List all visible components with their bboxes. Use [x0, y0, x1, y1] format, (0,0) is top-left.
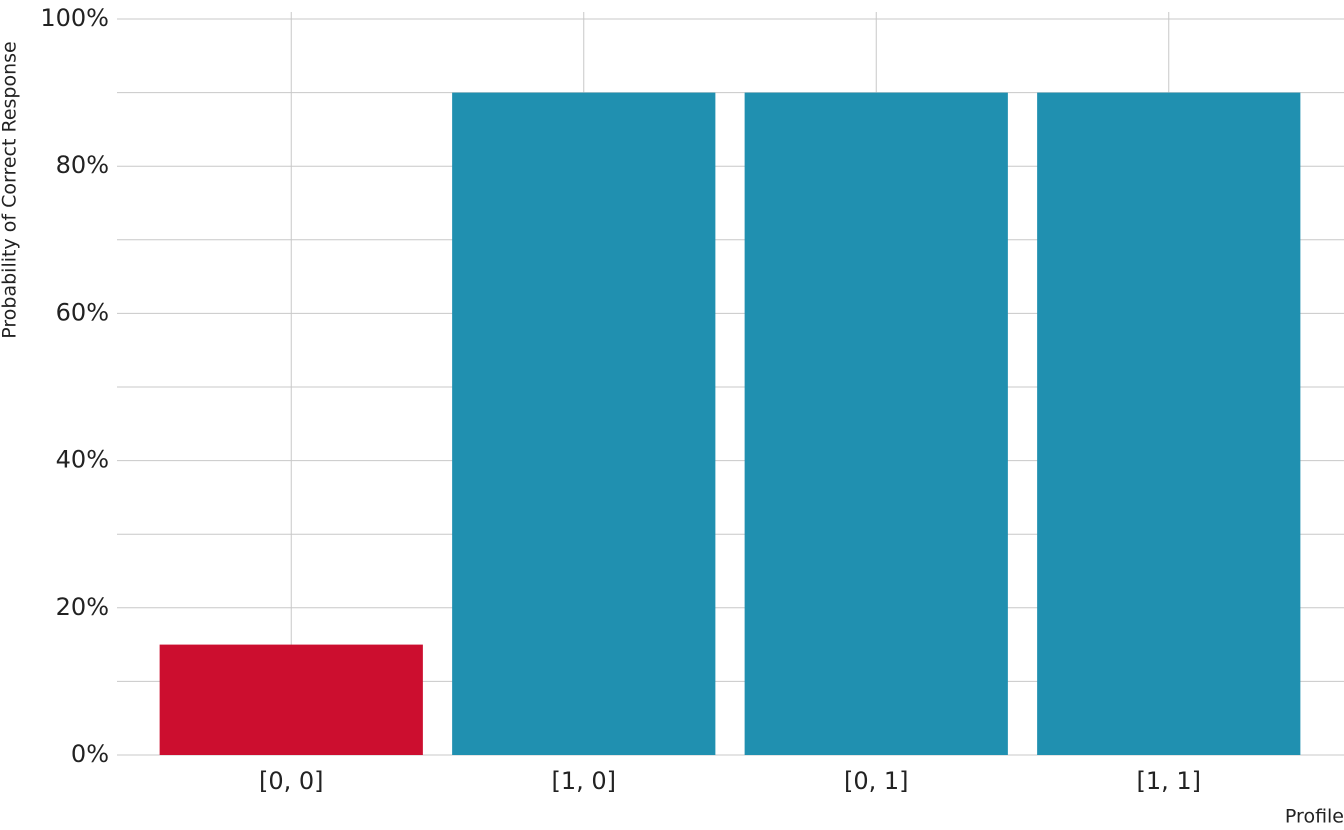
y-tick-label: 60% — [56, 298, 109, 326]
x-tick-label: [1, 0] — [551, 767, 616, 795]
x-tick-label: [1, 1] — [1136, 767, 1201, 795]
x-tick-label: [0, 0] — [259, 767, 324, 795]
x-axis-title: Profile — [1285, 806, 1344, 828]
x-tick-label: [0, 1] — [844, 767, 909, 795]
y-tick-label: 40% — [56, 446, 109, 474]
y-tick-label: 100% — [40, 4, 109, 32]
bar — [744, 92, 1008, 756]
bar — [452, 92, 716, 756]
y-tick-label: 20% — [56, 593, 109, 621]
y-tick-label: 80% — [56, 151, 109, 179]
bar — [1037, 92, 1301, 756]
y-axis-title: Probability of Correct Response — [0, 41, 21, 338]
bar — [159, 644, 423, 755]
y-tick-label: 0% — [71, 740, 109, 768]
